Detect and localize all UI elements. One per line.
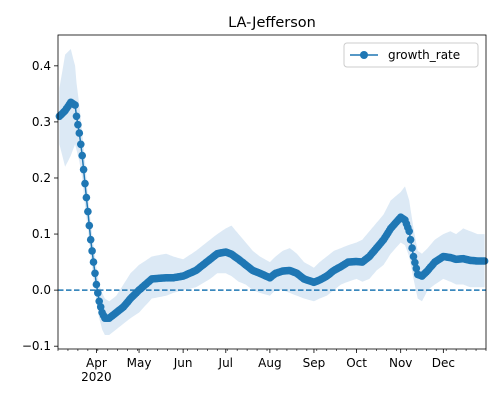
data-point	[409, 252, 418, 261]
data-point	[71, 101, 79, 109]
data-point	[81, 179, 89, 188]
x-tick-label: Jun	[173, 356, 193, 370]
y-tick-label: 0.1	[32, 227, 51, 241]
y-tick-label: −0.1	[22, 339, 51, 353]
plot-area	[55, 49, 489, 335]
data-point	[91, 269, 99, 278]
x-tick-label: Dec	[432, 356, 455, 370]
data-point	[82, 193, 91, 202]
y-tick-label: 0.0	[32, 283, 51, 297]
y-tick-label: 0.2	[32, 171, 51, 185]
data-point	[94, 289, 102, 297]
data-point	[406, 235, 415, 244]
data-point	[78, 151, 86, 160]
data-point	[480, 257, 489, 265]
data-point	[412, 264, 421, 273]
x-tick-label: May	[127, 356, 152, 370]
x-tick-label: Apr	[86, 356, 107, 370]
axes-frame	[57, 34, 487, 350]
data-point	[408, 244, 416, 252]
data-point	[89, 258, 98, 266]
legend-box	[343, 42, 479, 68]
data-point	[86, 235, 95, 244]
data-point	[411, 258, 419, 267]
x-tick-label: Nov	[389, 356, 412, 370]
data-point	[88, 247, 96, 255]
x-tick-label: Jul	[218, 356, 233, 370]
data-point	[84, 207, 92, 216]
data-point	[96, 303, 105, 311]
x-tick-year-label: 2020	[81, 370, 112, 384]
legend-label: growth_rate	[388, 48, 460, 62]
legend-marker-swatch	[360, 51, 368, 59]
data-point	[74, 120, 82, 129]
y-axis: −0.1 0.0 0.1 0.2 0.3 0.4	[22, 59, 58, 353]
y-tick-label: 0.3	[32, 115, 51, 129]
legend: growth_rate	[343, 42, 479, 68]
x-tick-label: Aug	[258, 356, 281, 370]
data-point	[77, 140, 85, 149]
data-point	[92, 280, 101, 289]
y-tick-label: 0.4	[32, 59, 51, 73]
data-point	[72, 112, 81, 121]
confidence-band	[59, 49, 485, 335]
data-point	[75, 129, 84, 137]
data-point	[85, 221, 94, 230]
x-tick-label: Sep	[303, 356, 326, 370]
chart-title: LA-Jefferson	[228, 15, 316, 31]
x-tick-label: Oct	[346, 356, 367, 370]
data-point	[405, 227, 414, 236]
data-point	[79, 165, 88, 174]
